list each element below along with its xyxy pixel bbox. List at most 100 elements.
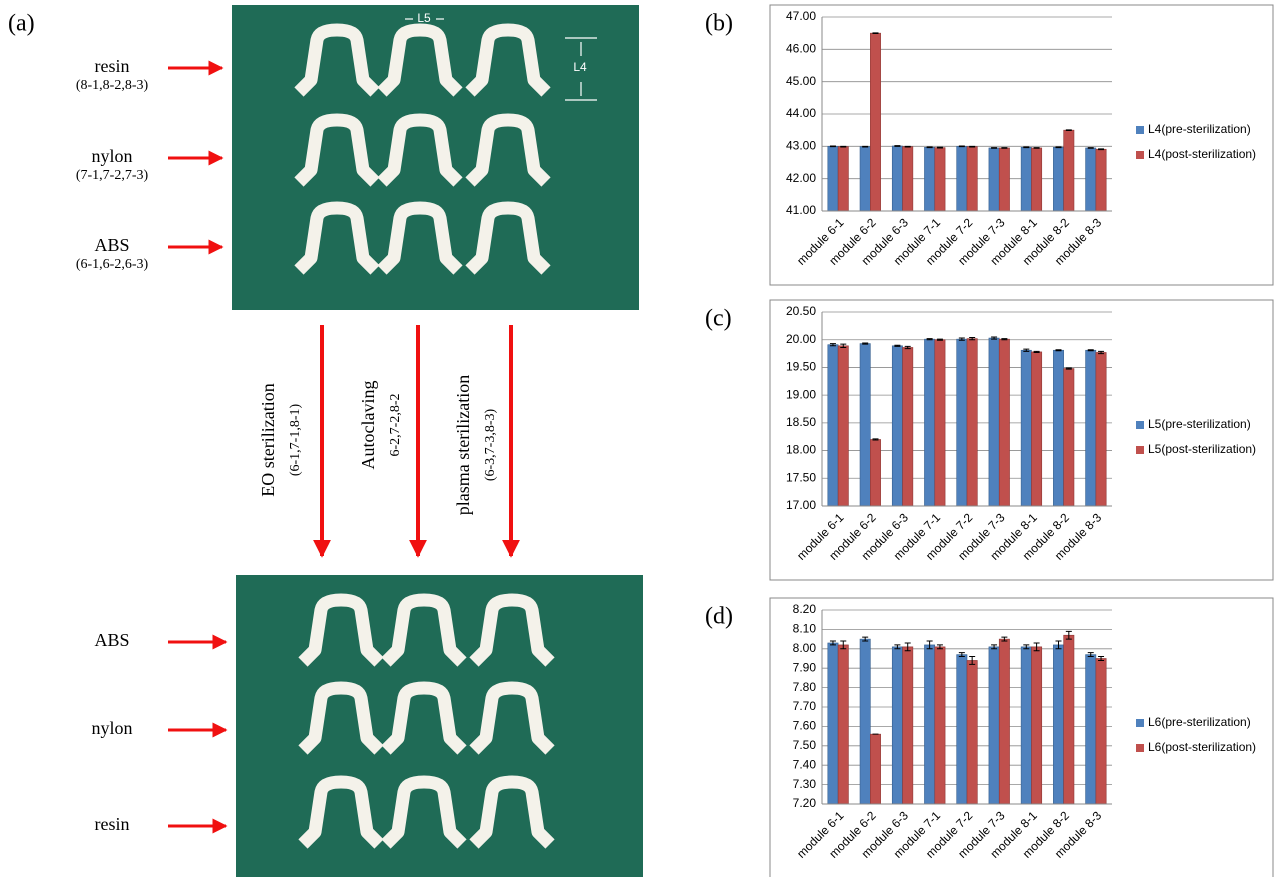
panel-label: (a) bbox=[8, 11, 35, 37]
dimension-label: L4 bbox=[573, 60, 587, 74]
bar bbox=[1021, 147, 1031, 211]
bar bbox=[870, 33, 880, 211]
y-tick-label: 7.20 bbox=[793, 796, 817, 810]
material-label: resin bbox=[95, 56, 130, 76]
y-tick-label: 46.00 bbox=[786, 42, 816, 56]
process-ids: (6-3,7-3,8-3) bbox=[483, 409, 498, 482]
bar bbox=[989, 148, 999, 211]
dimension-label: L5 bbox=[417, 11, 431, 25]
process-label: EO sterilization bbox=[258, 383, 278, 496]
bar bbox=[935, 340, 945, 506]
bar bbox=[967, 660, 977, 804]
process-ids: (6-1,7-1,8-1) bbox=[288, 404, 303, 477]
bar bbox=[828, 345, 838, 506]
bar bbox=[999, 339, 1009, 506]
material-label: nylon bbox=[91, 146, 132, 166]
bar bbox=[1086, 148, 1096, 211]
bar bbox=[860, 639, 870, 804]
error-bar bbox=[1023, 147, 1029, 148]
bar bbox=[903, 647, 913, 804]
y-tick-label: 19.00 bbox=[786, 387, 816, 401]
bar bbox=[1021, 647, 1031, 804]
panel-label: (d) bbox=[705, 604, 733, 630]
bar bbox=[1021, 350, 1031, 506]
legend-label: L4(post-sterilization) bbox=[1148, 147, 1256, 161]
bar bbox=[999, 639, 1009, 804]
bar bbox=[828, 643, 838, 804]
legend-label: L5(post-sterilization) bbox=[1148, 442, 1256, 456]
bar bbox=[1064, 635, 1074, 804]
error-bar bbox=[1066, 130, 1072, 131]
y-tick-label: 17.00 bbox=[786, 498, 816, 512]
legend-swatch bbox=[1136, 744, 1144, 752]
bar bbox=[1053, 350, 1063, 506]
bar bbox=[1096, 352, 1106, 506]
error-bar bbox=[1034, 148, 1040, 149]
bar bbox=[967, 147, 977, 211]
bar bbox=[870, 734, 880, 804]
error-bar bbox=[1056, 147, 1062, 148]
bar bbox=[989, 647, 999, 804]
bar bbox=[957, 339, 967, 506]
y-tick-label: 7.70 bbox=[793, 699, 817, 713]
panel-label: (c) bbox=[705, 306, 732, 332]
bar bbox=[957, 146, 967, 211]
y-tick-label: 7.80 bbox=[793, 680, 817, 694]
figure: (a)resin(8-1,8-2,8-3)nylon(7-1,7-2,7-3)A… bbox=[0, 0, 1282, 877]
process-ids: 6-2,7-2,8-2 bbox=[388, 394, 403, 457]
y-tick-label: 43.00 bbox=[786, 139, 816, 153]
y-tick-label: 44.00 bbox=[786, 106, 816, 120]
bar bbox=[989, 338, 999, 506]
legend-swatch bbox=[1136, 446, 1144, 454]
bar bbox=[935, 148, 945, 211]
bar bbox=[892, 146, 902, 211]
bar bbox=[870, 439, 880, 506]
y-tick-label: 17.50 bbox=[786, 470, 816, 484]
error-bar bbox=[830, 146, 836, 147]
bar bbox=[967, 339, 977, 506]
bar bbox=[892, 647, 902, 804]
bar bbox=[1086, 350, 1096, 506]
legend-swatch bbox=[1136, 421, 1144, 429]
y-tick-label: 47.00 bbox=[786, 9, 816, 23]
y-tick-label: 20.00 bbox=[786, 332, 816, 346]
bar bbox=[838, 147, 848, 211]
process-label: plasma sterilization bbox=[453, 375, 473, 515]
bar bbox=[1053, 645, 1063, 804]
material-label: resin bbox=[95, 814, 130, 834]
y-tick-label: 7.90 bbox=[793, 660, 817, 674]
bar bbox=[1096, 659, 1106, 805]
y-tick-label: 20.50 bbox=[786, 304, 816, 318]
error-bar bbox=[937, 147, 943, 148]
bar bbox=[838, 346, 848, 506]
error-bar bbox=[1001, 148, 1007, 149]
panel-label: (b) bbox=[705, 11, 733, 37]
error-bar bbox=[959, 146, 965, 147]
material-label: nylon bbox=[91, 718, 132, 738]
bar bbox=[924, 339, 934, 506]
legend-swatch bbox=[1136, 719, 1144, 727]
y-tick-label: 41.00 bbox=[786, 203, 816, 217]
legend-label: L6(post-sterilization) bbox=[1148, 740, 1256, 754]
material-ids: (8-1,8-2,8-3) bbox=[76, 78, 149, 93]
material-label: ABS bbox=[94, 630, 129, 650]
y-tick-label: 19.50 bbox=[786, 360, 816, 374]
error-bar bbox=[991, 148, 997, 149]
bar bbox=[828, 146, 838, 211]
bar bbox=[924, 645, 934, 804]
bar bbox=[1086, 655, 1096, 804]
y-tick-label: 7.60 bbox=[793, 719, 817, 733]
y-tick-label: 8.10 bbox=[793, 622, 817, 636]
error-bar bbox=[927, 147, 933, 148]
y-tick-label: 8.00 bbox=[793, 641, 817, 655]
error-bar bbox=[1088, 148, 1094, 149]
legend-label: L5(pre-sterilization) bbox=[1148, 417, 1251, 431]
bar bbox=[1064, 369, 1074, 506]
y-tick-label: 45.00 bbox=[786, 74, 816, 88]
y-tick-label: 42.00 bbox=[786, 171, 816, 185]
bar bbox=[903, 347, 913, 506]
bar bbox=[1031, 148, 1041, 211]
y-tick-label: 7.40 bbox=[793, 757, 817, 771]
y-tick-label: 18.50 bbox=[786, 415, 816, 429]
y-tick-label: 7.30 bbox=[793, 777, 817, 791]
